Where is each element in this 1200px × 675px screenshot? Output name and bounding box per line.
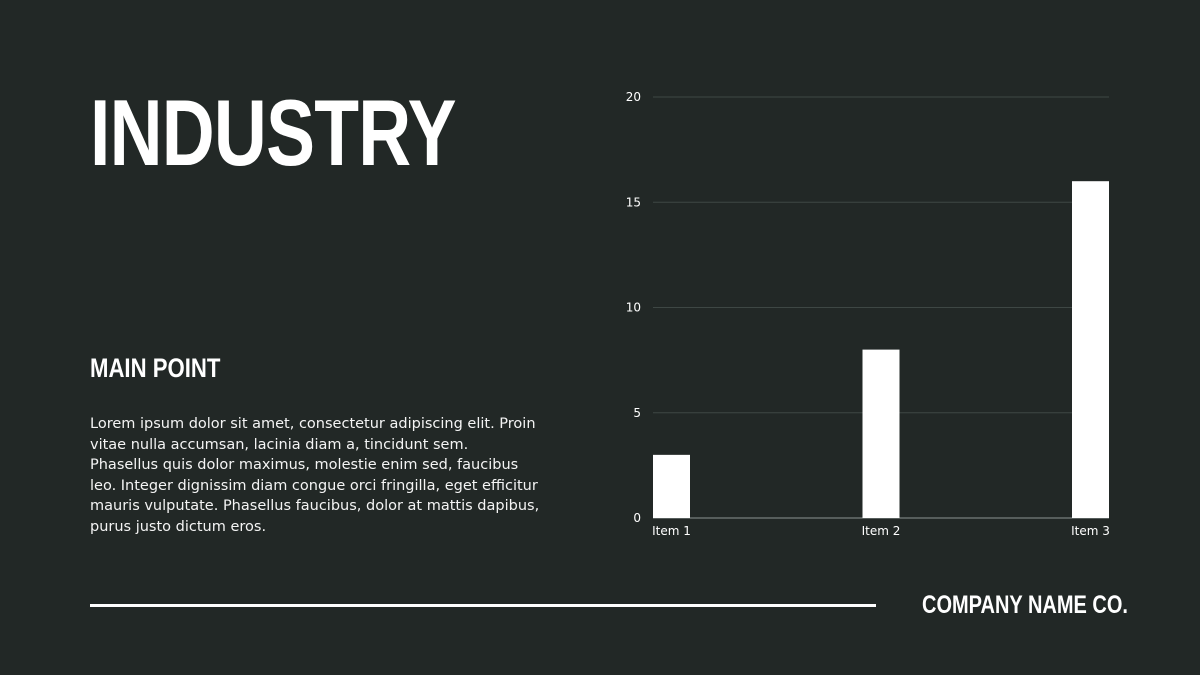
company-name: COMPANY NAME CO. [922,591,1128,619]
body-paragraph: Lorem ipsum dolor sit amet, consectetur … [90,416,540,535]
bar-item-1 [653,454,690,518]
footer-divider [90,604,876,607]
x-tick-label: Item 3 [1071,524,1110,538]
slide-title: INDUSTRY [90,80,457,185]
y-tick-label: 20 [626,90,641,104]
y-tick-label: 5 [633,406,641,420]
y-tick-label: 15 [626,195,641,209]
x-tick-label: Item 1 [652,524,691,538]
bar-chart: 0 5 10 15 20 Item 1 Item 2 Item 3 [626,90,1110,538]
bar-item-2 [862,349,900,518]
x-tick-label: Item 2 [862,524,901,538]
main-point-heading: MAIN POINT [90,353,221,383]
y-tick-label: 10 [626,301,641,315]
bar-item-3 [1072,181,1109,518]
y-tick-label: 0 [633,511,641,525]
